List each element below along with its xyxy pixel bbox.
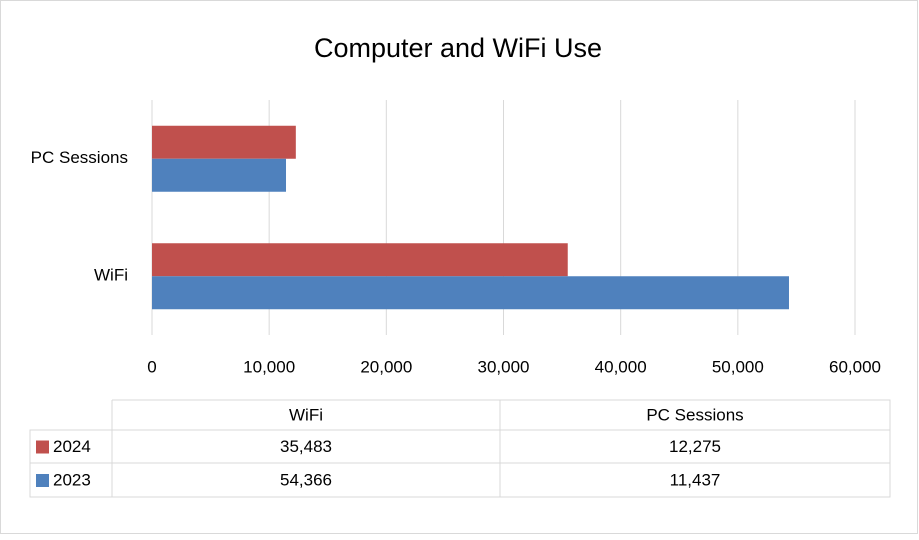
- bar: [152, 158, 287, 192]
- bar: [152, 125, 296, 159]
- table-cell: 35,483: [280, 437, 332, 456]
- table-header: WiFi: [289, 405, 323, 424]
- chart-title: Computer and WiFi Use: [314, 33, 602, 63]
- y-tick-label: WiFi: [94, 266, 128, 285]
- legend-label: 2024: [53, 437, 91, 456]
- x-tick-label: 10,000: [243, 357, 295, 376]
- x-tick-label: 40,000: [595, 357, 647, 376]
- x-tick-label: 20,000: [360, 357, 412, 376]
- table-cell: 12,275: [669, 437, 721, 456]
- legend-swatch: [36, 440, 49, 454]
- y-tick-label: PC Sessions: [31, 148, 128, 167]
- bar: [152, 276, 789, 310]
- x-tick-label: 50,000: [712, 357, 764, 376]
- x-tick-label: 30,000: [478, 357, 530, 376]
- data-table-grid: [29, 399, 891, 498]
- legend-label: 2023: [53, 470, 91, 489]
- x-tick-label: 60,000: [829, 357, 881, 376]
- bar: [152, 243, 568, 277]
- table-cell: 54,366: [280, 470, 332, 489]
- table-cell: 11,437: [670, 470, 721, 489]
- legend-swatch: [36, 474, 49, 487]
- table-header: PC Sessions: [646, 405, 743, 424]
- x-tick-label: 0: [147, 357, 156, 376]
